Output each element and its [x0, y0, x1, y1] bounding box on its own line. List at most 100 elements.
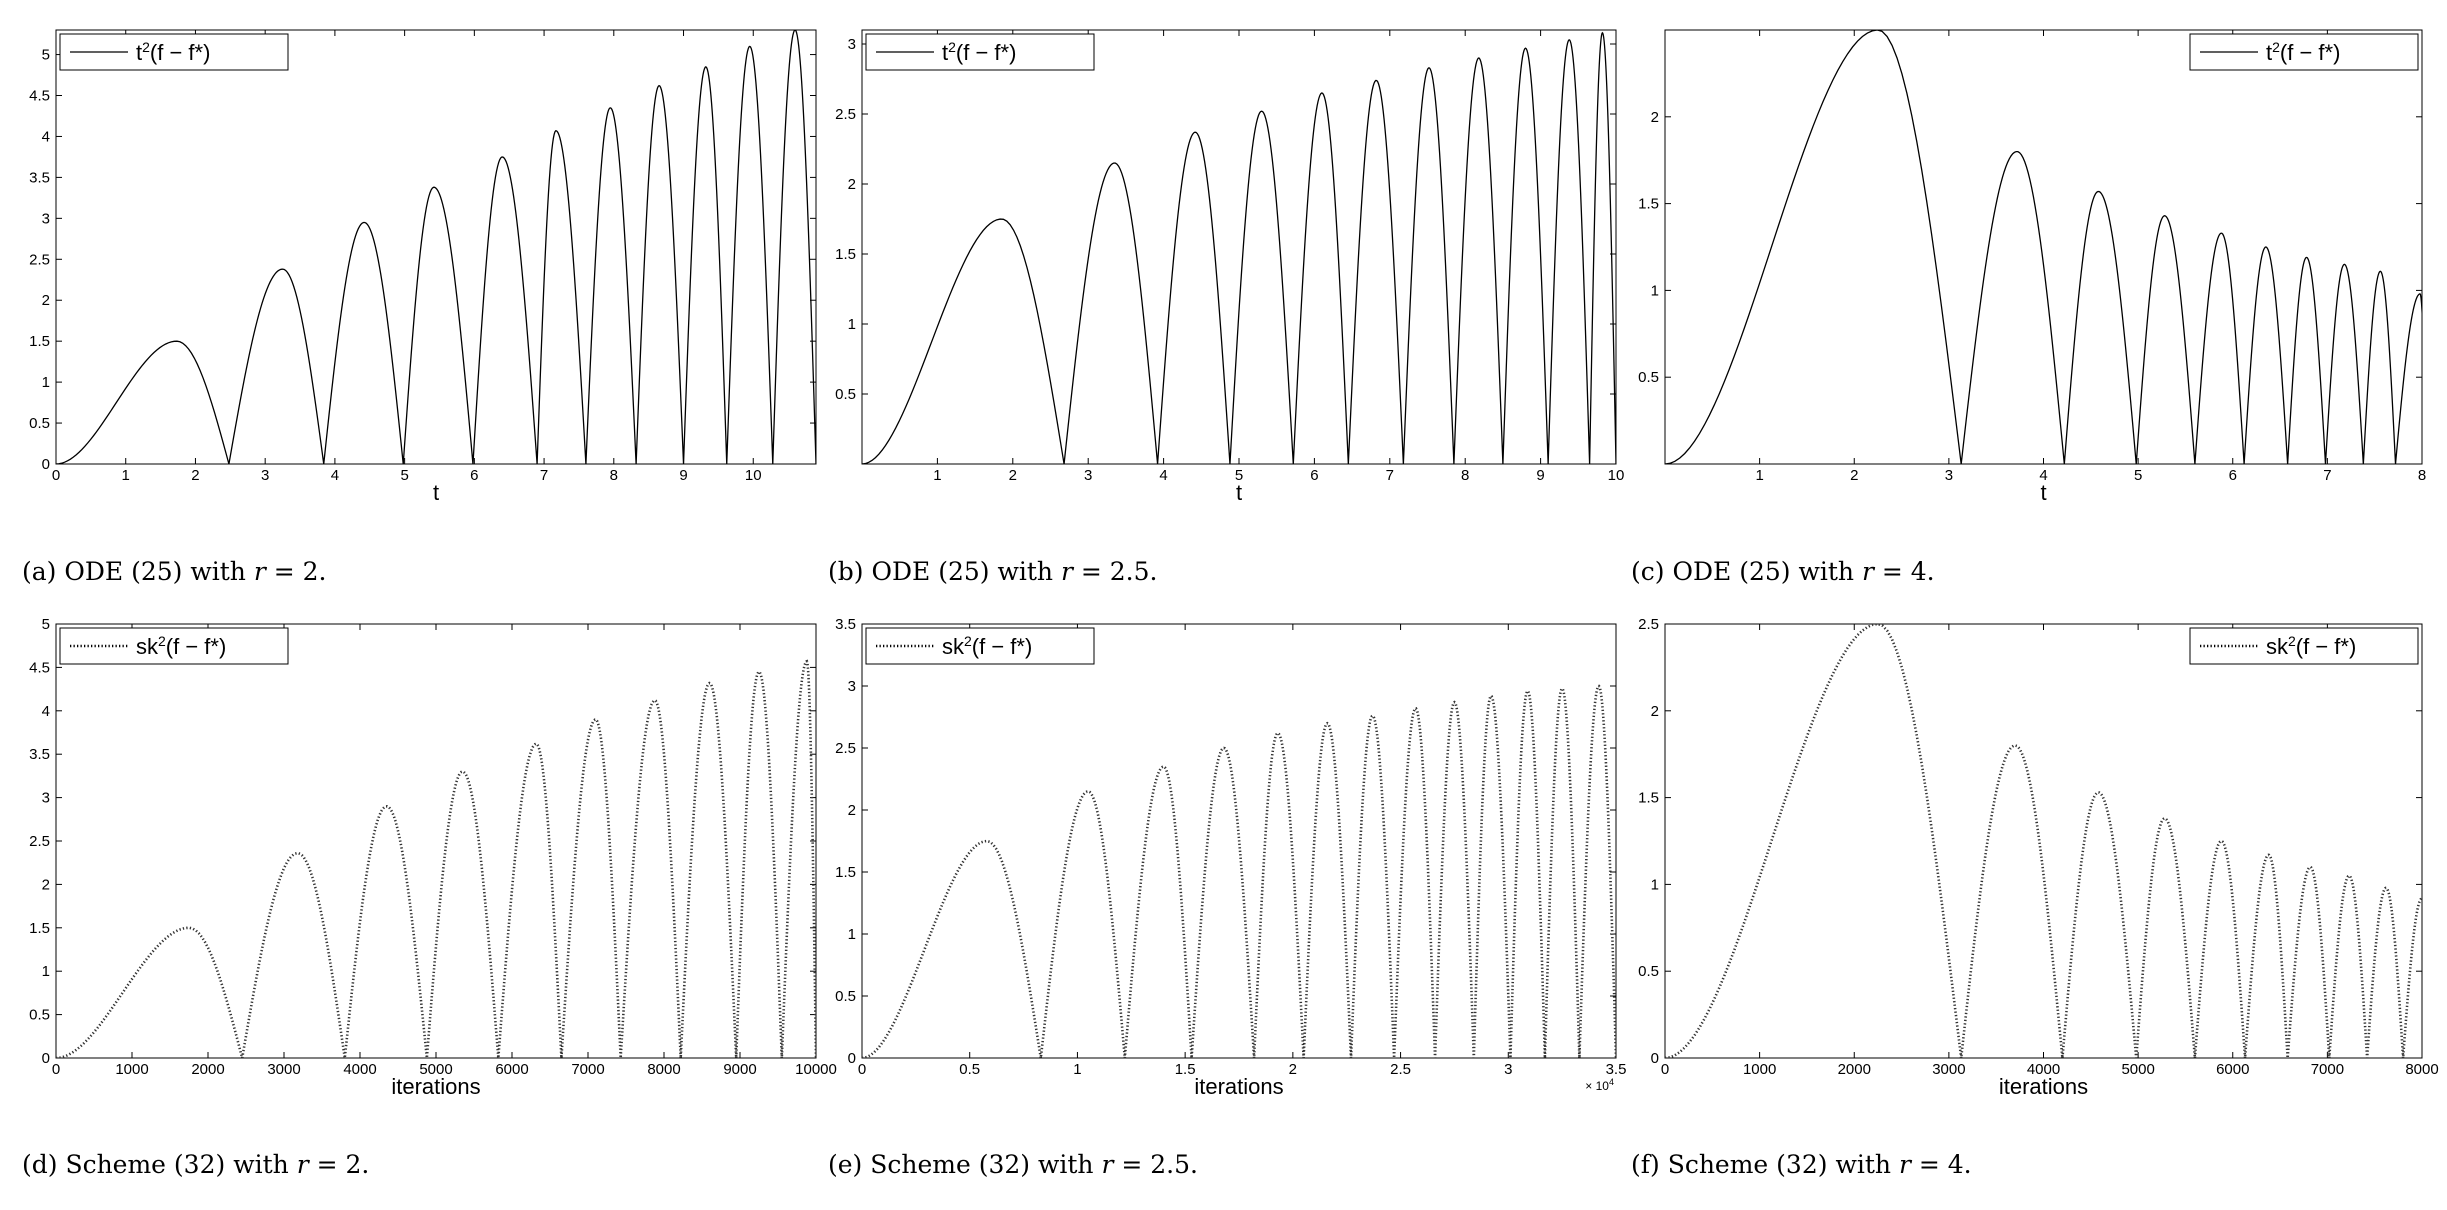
y-tick-label: 0 [42, 456, 50, 473]
y-tick-label: 3.5 [29, 169, 50, 186]
x-tick-label: 8 [2418, 467, 2426, 484]
legend-label: t2(f − f*) [942, 39, 1016, 65]
chart-b: 1 2 3 4 5 6 7 8 9 10 0.5 1 1.5 2 2.5 3 t t2(f − f*) (b) OD… [828, 29, 1624, 586]
y-tick-label: 2.5 [835, 106, 856, 123]
x-tick-label: 7 [1386, 467, 1394, 484]
x-tick-label: 5 [1235, 467, 1243, 484]
legend-box [865, 33, 1095, 71]
x-axis-label: t [433, 480, 439, 505]
x-tick-label: 3000 [267, 1061, 300, 1078]
x-tick-label: 2 [191, 467, 199, 484]
x-axis-label: iterations [1194, 1074, 1283, 1099]
x-tick-label: 3000 [1932, 1061, 1965, 1078]
y-tick-label: 0.5 [1638, 963, 1659, 980]
legend-label: t2(f − f*) [136, 39, 210, 65]
x-tick-label: 7 [2323, 467, 2331, 484]
legend: sk2(f − f*) [2189, 627, 2419, 665]
y-tick-label: 4 [42, 128, 50, 145]
y-tick-label: 2 [848, 176, 856, 193]
legend: t2(f − f*) [2189, 33, 2419, 71]
y-tick-label: 0.5 [835, 988, 856, 1005]
x-tick-label: 1 [933, 467, 941, 484]
x-tick-label: 4000 [343, 1061, 376, 1078]
x-tick-label: 8 [1461, 467, 1469, 484]
x-tick-label: 9000 [723, 1061, 756, 1078]
axes-box [1664, 29, 2423, 465]
chart-d: 0 1000 2000 3000 4000 5000 6000 7000 8000 9000 100… [22, 616, 837, 1179]
x-tick-label: 8 [610, 467, 618, 484]
x-tick-label: 6000 [2216, 1061, 2249, 1078]
axes-box [861, 29, 1617, 465]
x-tick-label: 0.5 [959, 1061, 980, 1078]
caption: (a) ODE (25) with r = 2. [22, 557, 327, 586]
x-axis-label: t [1236, 480, 1242, 505]
x-tick-label: 5 [400, 467, 408, 484]
x-tick-label: 1 [1755, 467, 1763, 484]
y-tick-label: 1.5 [1638, 790, 1659, 807]
y-tick-label: 0.5 [835, 386, 856, 403]
x-tick-label: 7000 [2311, 1061, 2344, 1078]
y-tick-label: 0 [42, 1050, 50, 1067]
legend-label: t2(f − f*) [2266, 39, 2340, 65]
x-tick-label: 2.5 [1390, 1061, 1411, 1078]
y-tick-label: 2 [1651, 703, 1659, 720]
y-tick-label: 1.5 [835, 246, 856, 263]
series-line [862, 31, 1616, 464]
y-tick-label: 3.5 [835, 616, 856, 633]
y-tick-label: 0 [1651, 1050, 1659, 1067]
y-tick-label: 2 [1651, 109, 1659, 126]
x-tick-label: 3 [1945, 467, 1953, 484]
y-tick-label: 1.5 [1638, 196, 1659, 213]
x-tick-label: 5 [2134, 467, 2142, 484]
legend-label: sk2(f − f*) [942, 633, 1032, 659]
x-tick-label: 2000 [1838, 1061, 1871, 1078]
y-tick-label: 1 [42, 963, 50, 980]
x-tick-label: 6 [470, 467, 478, 484]
series-line [862, 684, 1616, 1058]
y-tick-label: 0 [848, 1050, 856, 1067]
x-axis-label: iterations [1999, 1074, 2088, 1099]
legend-label: sk2(f − f*) [136, 633, 226, 659]
x-axis-label: iterations [391, 1074, 480, 1099]
chart-f: 0 1000 2000 3000 4000 5000 6000 7000 8000 0 0.5 1 1.… [1631, 616, 2439, 1179]
y-tick-label: 3 [848, 678, 856, 695]
x-tick-label: 6 [1310, 467, 1318, 484]
y-tick-label: 2 [848, 802, 856, 819]
legend: sk2(f − f*) [59, 627, 289, 665]
y-tick-label: 2 [42, 292, 50, 309]
y-tick-label: 0.5 [29, 415, 50, 432]
chart-e: 0 0.5 1 1.5 2 2.5 3 3.5 0 0.5 1 1.5 2 2.5 3 3.5 iteratio… [828, 616, 1626, 1179]
x-tick-label: 9 [679, 467, 687, 484]
caption: (f) Scheme (32) with r = 4. [1631, 1150, 1972, 1179]
legend: sk2(f − f*) [865, 627, 1095, 665]
y-tick-label: 4 [42, 703, 50, 720]
legend-label: sk2(f − f*) [2266, 633, 2356, 659]
x-tick-label: 3 [261, 467, 269, 484]
y-tick-label: 2.5 [835, 740, 856, 757]
y-tick-label: 1 [848, 926, 856, 943]
caption: (d) Scheme (32) with r = 2. [22, 1150, 369, 1179]
y-tick-label: 5 [42, 616, 50, 633]
x-tick-label: 1000 [115, 1061, 148, 1078]
x-tick-label: 4 [331, 467, 339, 484]
series-line [56, 659, 816, 1058]
caption: (b) ODE (25) with r = 2.5. [828, 557, 1157, 586]
x-tick-label: 3.5 [1606, 1061, 1627, 1078]
x-tick-label: 9 [1536, 467, 1544, 484]
series-line [56, 30, 816, 464]
x-tick-label: 2 [1289, 1061, 1297, 1078]
x-tick-label: 6 [2229, 467, 2237, 484]
x-tick-label: 7 [540, 467, 548, 484]
x-axis-label: t [2040, 480, 2046, 505]
chart-a: 0 1 2 3 4 5 6 7 8 9 10 0 0.5 1 1.5 2 2.5 3 3.5 4 4.5 5 t t2(f −… [22, 29, 817, 586]
x-tick-label: 1.5 [1175, 1061, 1196, 1078]
x-tick-label: 8000 [2405, 1061, 2438, 1078]
y-tick-label: 1 [1651, 876, 1659, 893]
y-tick-label: 4.5 [29, 659, 50, 676]
legend: t2(f − f*) [59, 33, 289, 71]
y-tick-label: 0.5 [1638, 369, 1659, 386]
x-tick-label: 4 [2039, 467, 2047, 484]
x-tick-label: 8000 [647, 1061, 680, 1078]
axes-box [1664, 623, 2423, 1059]
